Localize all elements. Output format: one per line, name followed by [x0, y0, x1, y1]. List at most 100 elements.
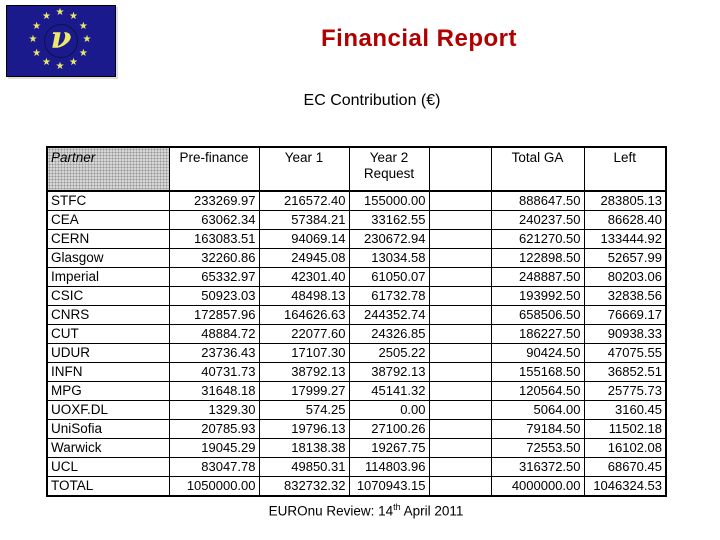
column-header-total-ga: Total GA — [490, 146, 585, 192]
value-cell — [428, 229, 492, 249]
flag-star-icon: ★ — [28, 34, 38, 45]
table-row: Warwick 19045.29 18138.38 19267.75 72553.50 1… — [46, 438, 667, 458]
value-cell: 3160.45 — [583, 400, 667, 420]
table-row: INFN 40731.73 38792.13 38792.13 155168.50 368… — [46, 362, 667, 382]
value-cell — [428, 362, 492, 382]
value-cell: 48498.13 — [258, 286, 350, 306]
table-row: UDUR 23736.43 17107.30 2505.22 90424.50 47075… — [46, 343, 667, 363]
value-cell: 47075.55 — [583, 343, 667, 363]
partner-name-cell: Imperial — [46, 267, 170, 287]
value-cell — [428, 343, 492, 363]
table-body: STFC 233269.97 216572.40 155000.00 888647.50… — [46, 190, 667, 497]
partner-name-cell: TOTAL — [46, 476, 170, 497]
header-row: Partner Pre-finance Year 1 Year 2 Reques… — [46, 146, 667, 192]
value-cell: 244352.74 — [348, 305, 430, 325]
flag-star-icon: ★ — [69, 57, 78, 69]
flag-star-icon: ★ — [78, 20, 88, 32]
value-cell: 172857.96 — [168, 305, 260, 325]
value-cell: 86628.40 — [583, 210, 667, 230]
flag-star-icon: ★ — [82, 34, 92, 45]
value-cell: 36852.51 — [583, 362, 667, 382]
value-cell: 45141.32 — [348, 381, 430, 401]
value-cell: 193992.50 — [490, 286, 585, 306]
flag-star-icon: ★ — [42, 10, 51, 22]
value-cell: 72553.50 — [490, 438, 585, 458]
page-title: Financial Report — [320, 25, 518, 52]
value-cell: 79184.50 — [490, 419, 585, 439]
value-cell: 61050.07 — [348, 267, 430, 287]
flag-star-icon: ★ — [55, 61, 65, 72]
value-cell: 25775.73 — [583, 381, 667, 401]
value-cell: 68670.45 — [583, 457, 667, 477]
value-cell: 65332.97 — [168, 267, 260, 287]
euronu-eu-flag-logo: ★ ★ ★ ★ ★ ★ ★ ★ ★ ★ ★ ★ ν — [6, 5, 116, 77]
value-cell: 17999.27 — [258, 381, 350, 401]
value-cell: 52657.99 — [583, 248, 667, 268]
column-header-year2-request: Year 2 Request — [348, 146, 430, 192]
value-cell: 90938.33 — [583, 324, 667, 344]
value-cell: 42301.40 — [258, 267, 350, 287]
value-cell: 230672.94 — [348, 229, 430, 249]
value-cell: 120564.50 — [490, 381, 585, 401]
value-cell — [428, 419, 492, 439]
table-row: Glasgow 32260.86 24945.08 13034.58 122898.50… — [46, 248, 667, 268]
table-header: Partner Pre-finance Year 1 Year 2 Reques… — [46, 146, 667, 192]
value-cell — [428, 210, 492, 230]
table-row: TOTAL 1050000.00 832732.32 1070943.15 400000… — [46, 476, 667, 497]
flag-star-icon: ★ — [42, 57, 51, 69]
value-cell: 2505.22 — [348, 343, 430, 363]
value-cell — [428, 248, 492, 268]
value-cell: 31648.18 — [168, 381, 260, 401]
value-cell: 832732.32 — [258, 476, 350, 497]
partner-name-cell: Glasgow — [46, 248, 170, 268]
column-header-year1: Year 1 — [258, 146, 350, 192]
value-cell: 50923.03 — [168, 286, 260, 306]
value-cell: 32838.56 — [583, 286, 667, 306]
table-row: CSIC 50923.03 48498.13 61732.78 193992.50 328… — [46, 286, 667, 306]
table-row: UniSofia 20785.93 19796.13 27100.26 79184.50… — [46, 419, 667, 439]
partner-name-cell: CEA — [46, 210, 170, 230]
table-row: MPG 31648.18 17999.27 45141.32 120564.50 2577… — [46, 381, 667, 401]
value-cell: 155000.00 — [348, 190, 430, 211]
value-cell: 16102.08 — [583, 438, 667, 458]
partner-name-cell: UOXF.DL — [46, 400, 170, 420]
value-cell: 49850.31 — [258, 457, 350, 477]
value-cell — [428, 400, 492, 420]
value-cell: 22077.60 — [258, 324, 350, 344]
value-cell: 76669.17 — [583, 305, 667, 325]
value-cell — [428, 324, 492, 344]
nu-icon: ν — [50, 21, 72, 56]
value-cell — [428, 286, 492, 306]
value-cell: 80203.06 — [583, 267, 667, 287]
column-header-pre-finance: Pre-finance — [168, 146, 260, 192]
value-cell: 240237.50 — [490, 210, 585, 230]
value-cell: 283805.13 — [583, 190, 667, 211]
flag-star-icon: ★ — [78, 47, 88, 59]
ec-contribution-table: Partner Pre-finance Year 1 Year 2 Reques… — [46, 146, 667, 497]
value-cell: 33162.55 — [348, 210, 430, 230]
value-cell: 163083.51 — [168, 229, 260, 249]
footer-ordinal-superscript: th — [393, 502, 401, 512]
value-cell: 574.25 — [258, 400, 350, 420]
value-cell: 27100.26 — [348, 419, 430, 439]
flag-star-icon: ★ — [55, 7, 65, 18]
partner-name-cell: INFN — [46, 362, 170, 382]
value-cell: 48884.72 — [168, 324, 260, 344]
value-cell: 40731.73 — [168, 362, 260, 382]
partner-name-cell: CSIC — [46, 286, 170, 306]
value-cell: 621270.50 — [490, 229, 585, 249]
value-cell: 114803.96 — [348, 457, 430, 477]
column-header-spacer — [428, 146, 492, 192]
table-row: CERN 163083.51 94069.14 230672.94 621270.50 1… — [46, 229, 667, 249]
value-cell: 122898.50 — [490, 248, 585, 268]
footer-suffix: April 2011 — [400, 503, 464, 519]
partner-name-cell: MPG — [46, 381, 170, 401]
value-cell: 57384.21 — [258, 210, 350, 230]
value-cell: 24945.08 — [258, 248, 350, 268]
partner-name-cell: CNRS — [46, 305, 170, 325]
value-cell: 83047.78 — [168, 457, 260, 477]
value-cell — [428, 305, 492, 325]
value-cell: 4000000.00 — [490, 476, 585, 497]
value-cell: 90424.50 — [490, 343, 585, 363]
